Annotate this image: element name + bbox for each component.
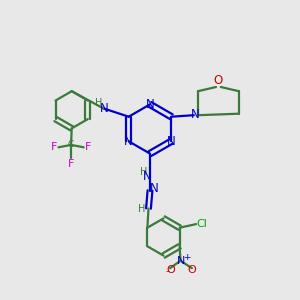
Text: H: H: [95, 98, 102, 108]
Text: N: N: [146, 98, 154, 111]
Text: H: H: [140, 167, 147, 177]
Text: +: +: [183, 253, 190, 262]
Text: -: -: [165, 266, 169, 276]
Text: N: N: [191, 108, 200, 121]
Text: N: N: [150, 182, 159, 196]
Text: N: N: [177, 256, 185, 266]
Text: Cl: Cl: [197, 219, 208, 229]
Text: F: F: [85, 142, 92, 152]
Text: F: F: [68, 159, 74, 170]
Text: O: O: [214, 74, 223, 88]
Text: C: C: [68, 140, 74, 149]
Text: N: N: [167, 135, 176, 148]
Text: N: N: [99, 102, 108, 115]
Text: O: O: [167, 265, 176, 275]
Text: F: F: [51, 142, 57, 152]
Text: O: O: [188, 265, 196, 275]
Text: H: H: [138, 204, 145, 214]
Text: N: N: [124, 135, 133, 148]
Text: N: N: [142, 169, 152, 183]
